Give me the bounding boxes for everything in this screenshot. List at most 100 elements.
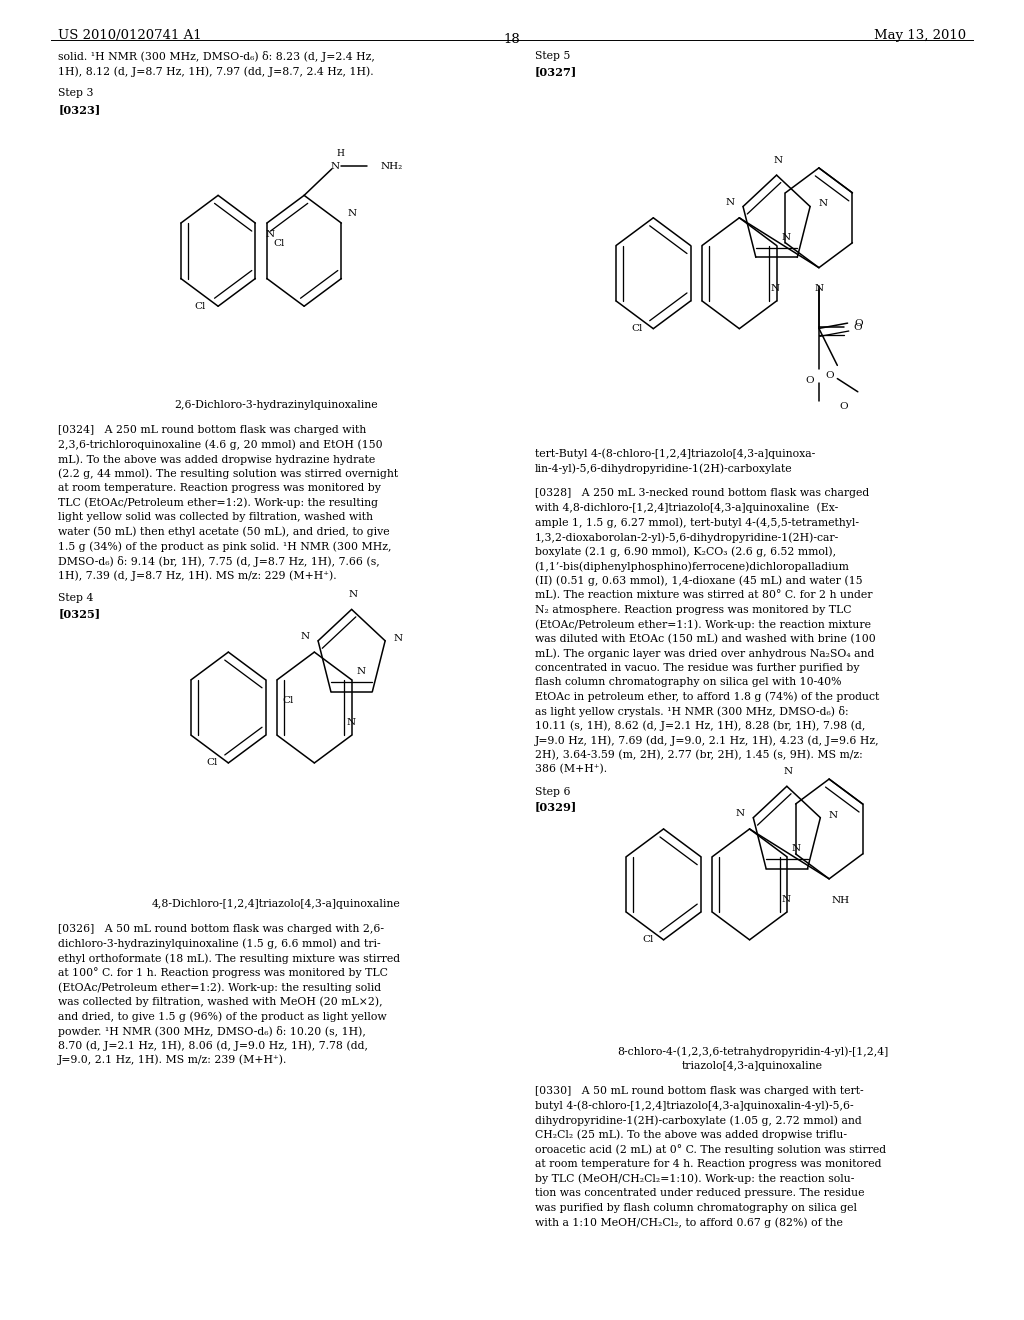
Text: N: N (301, 632, 310, 642)
Text: 2,6-Dichloro-3-hydrazinylquinoxaline: 2,6-Dichloro-3-hydrazinylquinoxaline (175, 400, 378, 411)
Text: dichloro-3-hydrazinylquinoxaline (1.5 g, 6.6 mmol) and tri-: dichloro-3-hydrazinylquinoxaline (1.5 g,… (58, 939, 381, 949)
Text: N: N (736, 809, 745, 818)
Text: N: N (773, 156, 782, 165)
Text: mL). To the above was added dropwise hydrazine hydrate: mL). To the above was added dropwise hyd… (58, 454, 376, 465)
Text: at room temperature for 4 h. Reaction progress was monitored: at room temperature for 4 h. Reaction pr… (535, 1159, 881, 1170)
Text: boxylate (2.1 g, 6.90 mmol), K₂CO₃ (2.6 g, 6.52 mmol),: boxylate (2.1 g, 6.90 mmol), K₂CO₃ (2.6 … (535, 546, 836, 557)
Text: as light yellow crystals. ¹H NMR (300 MHz, DMSO-d₆) δ:: as light yellow crystals. ¹H NMR (300 MH… (535, 706, 848, 717)
Text: EtOAc in petroleum ether, to afford 1.8 g (74%) of the product: EtOAc in petroleum ether, to afford 1.8 … (535, 692, 879, 702)
Text: was diluted with EtOAc (150 mL) and washed with brine (100: was diluted with EtOAc (150 mL) and wash… (535, 634, 876, 644)
Text: Cl: Cl (632, 325, 643, 333)
Text: [0327]: [0327] (535, 66, 577, 77)
Text: May 13, 2010: May 13, 2010 (873, 29, 966, 42)
Text: N: N (814, 284, 823, 293)
Text: 1H), 7.39 (d, J=8.7 Hz, 1H). MS m/z: 229 (M+H⁺).: 1H), 7.39 (d, J=8.7 Hz, 1H). MS m/z: 229… (58, 570, 337, 581)
Text: TLC (EtOAc/Petroleum ether=1:2). Work-up: the resulting: TLC (EtOAc/Petroleum ether=1:2). Work-up… (58, 498, 379, 508)
Text: with 4,8-dichloro-[1,2,4]triazolo[4,3-a]quinoxaline  (Ex-: with 4,8-dichloro-[1,2,4]triazolo[4,3-a]… (535, 503, 838, 513)
Text: Cl: Cl (283, 696, 294, 705)
Text: Cl: Cl (642, 936, 653, 944)
Text: N: N (792, 843, 801, 853)
Text: Cl: Cl (195, 302, 206, 310)
Text: N: N (356, 667, 366, 676)
Text: 1.5 g (34%) of the product as pink solid. ¹H NMR (300 MHz,: 1.5 g (34%) of the product as pink solid… (58, 541, 392, 552)
Text: Step 6: Step 6 (535, 787, 570, 797)
Text: [0328]   A 250 mL 3-necked round bottom flask was charged: [0328] A 250 mL 3-necked round bottom fl… (535, 488, 868, 499)
Text: Step 4: Step 4 (58, 593, 94, 603)
Text: N: N (348, 590, 357, 599)
Text: [0330]   A 50 mL round bottom flask was charged with tert-: [0330] A 50 mL round bottom flask was ch… (535, 1086, 863, 1097)
Text: (EtOAc/Petroleum ether=1:1). Work-up: the reaction mixture: (EtOAc/Petroleum ether=1:1). Work-up: th… (535, 619, 870, 630)
Text: J=9.0 Hz, 1H), 7.69 (dd, J=9.0, 2.1 Hz, 1H), 4.23 (d, J=9.6 Hz,: J=9.0 Hz, 1H), 7.69 (dd, J=9.0, 2.1 Hz, … (535, 735, 880, 746)
Text: Step 5: Step 5 (535, 51, 570, 62)
Text: butyl 4-(8-chloro-[1,2,4]triazolo[4,3-a]quinoxalin-4-yl)-5,6-: butyl 4-(8-chloro-[1,2,4]triazolo[4,3-a]… (535, 1101, 853, 1111)
Text: by TLC (MeOH/CH₂Cl₂=1:10). Work-up: the reaction solu-: by TLC (MeOH/CH₂Cl₂=1:10). Work-up: the … (535, 1173, 854, 1184)
Text: 10.11 (s, 1H), 8.62 (d, J=2.1 Hz, 1H), 8.28 (br, 1H), 7.98 (d,: 10.11 (s, 1H), 8.62 (d, J=2.1 Hz, 1H), 8… (535, 721, 865, 731)
Text: N₂ atmosphere. Reaction progress was monitored by TLC: N₂ atmosphere. Reaction progress was mon… (535, 605, 851, 615)
Text: [0326]   A 50 mL round bottom flask was charged with 2,6-: [0326] A 50 mL round bottom flask was ch… (58, 924, 384, 935)
Text: tion was concentrated under reduced pressure. The residue: tion was concentrated under reduced pres… (535, 1188, 864, 1199)
Text: and dried, to give 1.5 g (96%) of the product as light yellow: and dried, to give 1.5 g (96%) of the pr… (58, 1011, 387, 1022)
Text: concentrated in vacuo. The residue was further purified by: concentrated in vacuo. The residue was f… (535, 663, 859, 673)
Text: Step 3: Step 3 (58, 88, 94, 99)
Text: N: N (346, 718, 355, 727)
Text: dihydropyridine-1(2H)-carboxylate (1.05 g, 2.72 mmol) and: dihydropyridine-1(2H)-carboxylate (1.05 … (535, 1115, 861, 1126)
Text: N: N (781, 895, 791, 904)
Text: N: N (818, 199, 827, 209)
Text: 8.70 (d, J=2.1 Hz, 1H), 8.06 (d, J=9.0 Hz, 1H), 7.78 (dd,: 8.70 (d, J=2.1 Hz, 1H), 8.06 (d, J=9.0 H… (58, 1040, 369, 1051)
Text: light yellow solid was collected by filtration, washed with: light yellow solid was collected by filt… (58, 512, 374, 523)
Text: was purified by flash column chromatography on silica gel: was purified by flash column chromatogra… (535, 1203, 856, 1213)
Text: O: O (839, 401, 848, 411)
Text: 2,3,6-trichloroquinoxaline (4.6 g, 20 mmol) and EtOH (150: 2,3,6-trichloroquinoxaline (4.6 g, 20 mm… (58, 440, 383, 450)
Text: 2H), 3.64-3.59 (m, 2H), 2.77 (br, 2H), 1.45 (s, 9H). MS m/z:: 2H), 3.64-3.59 (m, 2H), 2.77 (br, 2H), 1… (535, 750, 862, 760)
Text: H: H (337, 149, 345, 158)
Text: water (50 mL) then ethyl acetate (50 mL), and dried, to give: water (50 mL) then ethyl acetate (50 mL)… (58, 527, 390, 537)
Text: Cl: Cl (207, 759, 218, 767)
Text: was collected by filtration, washed with MeOH (20 mL×2),: was collected by filtration, washed with… (58, 997, 383, 1007)
Text: mL). The organic layer was dried over anhydrous Na₂SO₄ and: mL). The organic layer was dried over an… (535, 648, 873, 659)
Text: (2.2 g, 44 mmol). The resulting solution was stirred overnight: (2.2 g, 44 mmol). The resulting solution… (58, 469, 398, 479)
Text: N: N (347, 209, 356, 218)
Text: tert-Butyl 4-(8-chloro-[1,2,4]triazolo[4,3-a]quinoxa-: tert-Butyl 4-(8-chloro-[1,2,4]triazolo[4… (535, 449, 815, 459)
Text: [0324]   A 250 mL round bottom flask was charged with: [0324] A 250 mL round bottom flask was c… (58, 425, 367, 436)
Text: 386 (M+H⁺).: 386 (M+H⁺). (535, 764, 606, 775)
Text: solid. ¹H NMR (300 MHz, DMSO-d₆) δ: 8.23 (d, J=2.4 Hz,: solid. ¹H NMR (300 MHz, DMSO-d₆) δ: 8.23… (58, 51, 375, 62)
Text: N: N (265, 230, 274, 239)
Text: O: O (805, 376, 814, 385)
Text: 4,8-Dichloro-[1,2,4]triazolo[4,3-a]quinoxaline: 4,8-Dichloro-[1,2,4]triazolo[4,3-a]quino… (153, 899, 400, 909)
Text: oroacetic acid (2 mL) at 0° C. The resulting solution was stirred: oroacetic acid (2 mL) at 0° C. The resul… (535, 1144, 886, 1155)
Text: N: N (783, 767, 793, 776)
Text: mL). The reaction mixture was stirred at 80° C. for 2 h under: mL). The reaction mixture was stirred at… (535, 590, 872, 601)
Text: with a 1:10 MeOH/CH₂Cl₂, to afford 0.67 g (82%) of the: with a 1:10 MeOH/CH₂Cl₂, to afford 0.67 … (535, 1217, 843, 1228)
Text: lin-4-yl)-5,6-dihydropyridine-1(2H)-carboxylate: lin-4-yl)-5,6-dihydropyridine-1(2H)-carb… (535, 463, 793, 474)
Text: J=9.0, 2.1 Hz, 1H). MS m/z: 239 (M+H⁺).: J=9.0, 2.1 Hz, 1H). MS m/z: 239 (M+H⁺). (58, 1055, 288, 1065)
Text: Cl: Cl (273, 239, 285, 248)
Text: N: N (726, 198, 735, 207)
Text: at room temperature. Reaction progress was monitored by: at room temperature. Reaction progress w… (58, 483, 381, 494)
Text: N: N (781, 232, 791, 242)
Text: triazolo[4,3-a]quinoxaline: triazolo[4,3-a]quinoxaline (682, 1061, 823, 1072)
Text: O: O (825, 371, 835, 380)
Text: (1,1’-bis(diphenylphosphino)ferrocene)dichloropalladium: (1,1’-bis(diphenylphosphino)ferrocene)di… (535, 561, 849, 572)
Text: (EtOAc/Petroleum ether=1:2). Work-up: the resulting solid: (EtOAc/Petroleum ether=1:2). Work-up: th… (58, 982, 382, 993)
Text: ethyl orthoformate (18 mL). The resulting mixture was stirred: ethyl orthoformate (18 mL). The resultin… (58, 953, 400, 964)
Text: 1H), 8.12 (d, J=8.7 Hz, 1H), 7.97 (dd, J=8.7, 2.4 Hz, 1H).: 1H), 8.12 (d, J=8.7 Hz, 1H), 7.97 (dd, J… (58, 66, 374, 77)
Text: N: N (331, 162, 339, 170)
Text: flash column chromatography on silica gel with 10-40%: flash column chromatography on silica ge… (535, 677, 841, 688)
Text: [0329]: [0329] (535, 801, 577, 812)
Text: O: O (854, 322, 862, 331)
Text: O: O (855, 318, 863, 327)
Text: N: N (393, 634, 402, 643)
Text: NH: NH (831, 896, 849, 906)
Text: US 2010/0120741 A1: US 2010/0120741 A1 (58, 29, 202, 42)
Text: N: N (771, 284, 780, 293)
Text: N: N (828, 810, 838, 820)
Text: [0323]: [0323] (58, 104, 100, 115)
Text: ample 1, 1.5 g, 6.27 mmol), tert-butyl 4-(4,5,5-tetramethyl-: ample 1, 1.5 g, 6.27 mmol), tert-butyl 4… (535, 517, 858, 528)
Text: 18: 18 (504, 33, 520, 46)
Text: (II) (0.51 g, 0.63 mmol), 1,4-dioxane (45 mL) and water (15: (II) (0.51 g, 0.63 mmol), 1,4-dioxane (4… (535, 576, 862, 586)
Text: 8-chloro-4-(1,2,3,6-tetrahydropyridin-4-yl)-[1,2,4]: 8-chloro-4-(1,2,3,6-tetrahydropyridin-4-… (617, 1047, 888, 1057)
Text: at 100° C. for 1 h. Reaction progress was monitored by TLC: at 100° C. for 1 h. Reaction progress wa… (58, 968, 388, 978)
Text: NH₂: NH₂ (381, 162, 403, 170)
Text: 1,3,2-dioxaborolan-2-yl)-5,6-dihydropyridine-1(2H)-car-: 1,3,2-dioxaborolan-2-yl)-5,6-dihydropyri… (535, 532, 839, 543)
Text: DMSO-d₆) δ: 9.14 (br, 1H), 7.75 (d, J=8.7 Hz, 1H), 7.66 (s,: DMSO-d₆) δ: 9.14 (br, 1H), 7.75 (d, J=8.… (58, 556, 380, 566)
